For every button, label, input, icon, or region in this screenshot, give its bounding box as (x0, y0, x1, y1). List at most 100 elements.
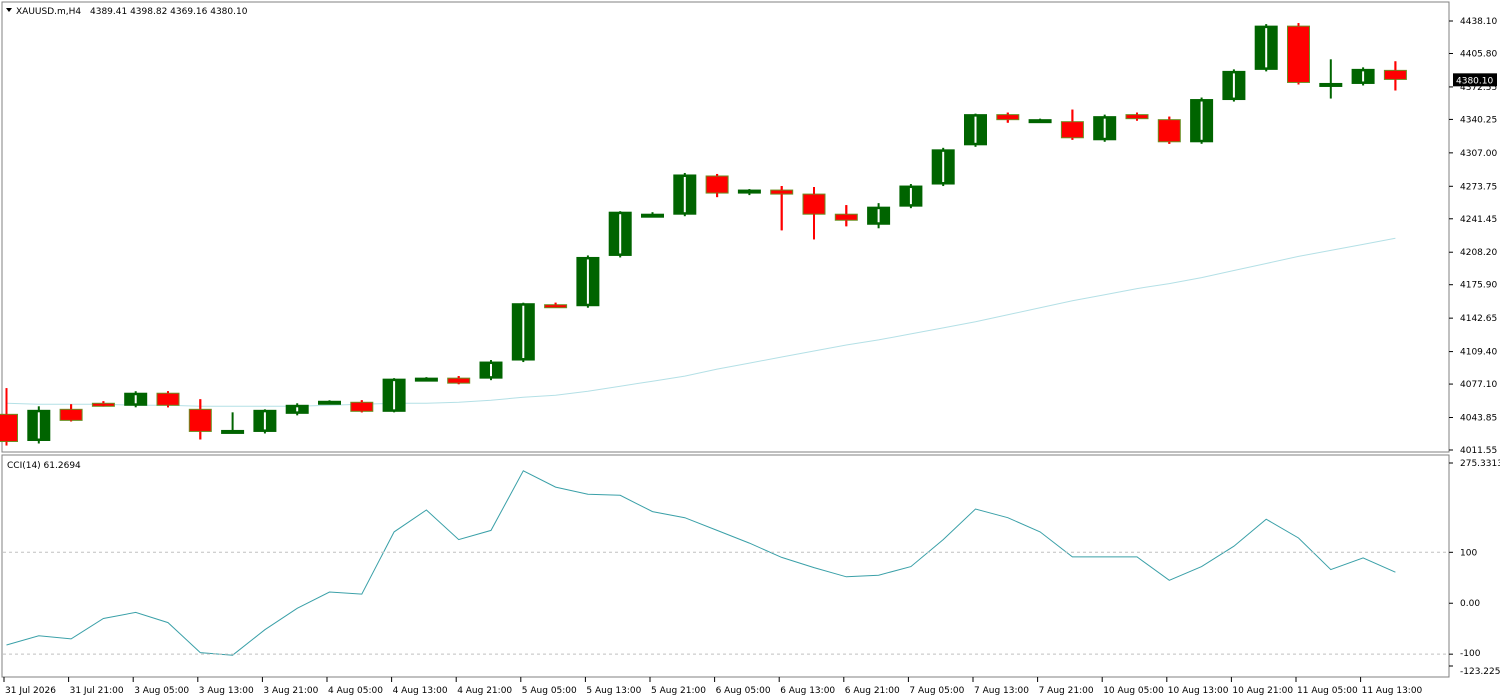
candle (641, 212, 664, 218)
candle (27, 406, 51, 444)
candle (253, 409, 277, 434)
candle (156, 391, 180, 408)
candle (1093, 114, 1117, 142)
time-tick-label: 7 Aug 05:00 (909, 686, 964, 696)
price-tick-label: 4011.55 (1460, 446, 1497, 456)
candle-body (0, 413, 18, 443)
candle (0, 388, 18, 446)
time-tick-label: 6 Aug 13:00 (780, 686, 835, 696)
time-tick-label: 11 Aug 13:00 (1362, 686, 1423, 696)
time-tick-label: 7 Aug 21:00 (1039, 686, 1094, 696)
price-tick-label: 4077.10 (1460, 380, 1497, 390)
time-tick-label: 7 Aug 13:00 (974, 686, 1029, 696)
candle (1222, 69, 1246, 102)
time-tick-label: 10 Aug 13:00 (1168, 686, 1229, 696)
cci-tick-label: -123.2255 (1460, 667, 1500, 677)
time-tick-label: 5 Aug 13:00 (586, 686, 641, 696)
symbol-label: XAUUSD.m,H4 (16, 7, 81, 17)
candle (608, 211, 632, 258)
price-tick-label: 4241.45 (1460, 215, 1497, 225)
price-tick-label: 4175.90 (1460, 281, 1497, 291)
candle-body (1157, 119, 1181, 143)
ohlc-label: 4389.41 4398.82 4369.16 4380.10 (90, 7, 248, 17)
candle-body (221, 429, 245, 434)
candle (1287, 23, 1310, 85)
time-tick-label: 3 Aug 05:00 (134, 686, 189, 696)
cci-axis: 275.3313 100 0.00 -100 -123.2255 (3, 459, 1500, 677)
moving-average-line (6, 237, 1396, 407)
moving-average-layer (6, 237, 1396, 407)
price-tick-label: 4273.75 (1460, 182, 1497, 192)
cci-line (6, 470, 1396, 656)
candle-body (544, 304, 568, 309)
candle-body (1060, 121, 1084, 139)
candle-body (1287, 25, 1310, 83)
candle (511, 302, 535, 363)
cci-tick-label: 0.00 (1460, 599, 1480, 609)
time-tick-label: 6 Aug 05:00 (716, 686, 771, 696)
price-tick-label: 4208.20 (1460, 248, 1497, 258)
candle (318, 400, 341, 405)
candle-body (1125, 114, 1149, 120)
candle (221, 412, 245, 434)
time-tick-label: 4 Aug 13:00 (393, 686, 448, 696)
candle (1190, 97, 1214, 144)
price-panel-frame (1, 1, 1450, 453)
candle (382, 378, 406, 413)
cci-tick-label: 100 (1460, 548, 1477, 558)
candle (544, 302, 568, 309)
collapse-triangle-icon[interactable] (6, 8, 12, 12)
candle (479, 360, 503, 381)
candle (899, 184, 923, 209)
price-tick-label: 4142.65 (1460, 314, 1497, 324)
candle (770, 186, 794, 231)
candle (1028, 118, 1052, 124)
candle-body (705, 175, 729, 194)
candle (705, 173, 729, 198)
candle (285, 403, 309, 416)
price-tick-label: 4043.85 (1460, 414, 1497, 424)
candle-body (447, 377, 471, 384)
candle-body (802, 193, 826, 215)
time-tick-label: 3 Aug 21:00 (263, 686, 318, 696)
candle-body (188, 408, 212, 432)
candle-body (59, 408, 83, 421)
candle (447, 376, 471, 385)
time-tick-label: 31 Jul 21:00 (70, 686, 124, 696)
price-tick-label: 4438.10 (1460, 17, 1497, 27)
time-tick-label: 10 Aug 05:00 (1103, 686, 1164, 696)
candle (576, 255, 600, 308)
candle-body (1319, 82, 1343, 87)
candle (59, 404, 83, 422)
candle-body (350, 401, 374, 412)
price-tick-label: 4372.55 (1460, 83, 1497, 93)
candle (1254, 24, 1278, 72)
candle (1125, 112, 1149, 121)
time-tick-label: 4 Aug 05:00 (328, 686, 383, 696)
candle-body (156, 392, 180, 406)
candle (802, 187, 826, 240)
time-tick-label: 3 Aug 13:00 (199, 686, 254, 696)
candle-body (770, 189, 794, 195)
candle (1157, 116, 1181, 144)
candle (91, 401, 115, 407)
current-price-tag (1453, 73, 1497, 87)
candle (673, 172, 697, 217)
time-tick-label: 5 Aug 05:00 (522, 686, 577, 696)
candle (350, 400, 374, 413)
cci-tick-label: -100 (1460, 649, 1481, 659)
current-price-label: 4380.10 (1456, 76, 1493, 86)
time-tick-label: 10 Aug 21:00 (1232, 686, 1293, 696)
candle (834, 205, 858, 227)
cci-panel-frame (1, 454, 1450, 678)
candle-body (318, 400, 341, 405)
candle (737, 189, 761, 196)
candles-layer (0, 23, 1407, 446)
candle (867, 203, 891, 229)
candle (1351, 67, 1375, 86)
candle (1383, 61, 1407, 91)
candle (1060, 109, 1084, 140)
candle (964, 113, 987, 147)
